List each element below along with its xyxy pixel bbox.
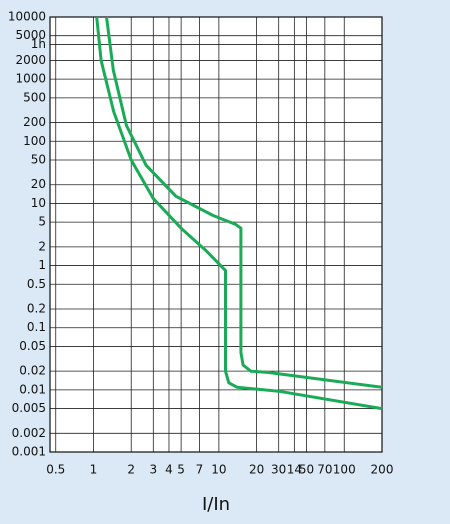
- y-tick-label: 50: [31, 152, 46, 166]
- x-tick-label: 30: [271, 463, 286, 477]
- y-tick-label: 0.01: [19, 382, 46, 396]
- y-tick-label: 1h: [31, 37, 46, 51]
- x-tick-label: 70: [317, 463, 332, 477]
- y-tick-label: 0.02: [19, 364, 46, 378]
- y-tick-label: 0.002: [12, 426, 46, 440]
- y-tick-label: 0.001: [12, 445, 46, 459]
- x-tick-label: 10: [211, 463, 226, 477]
- y-tick-label: 100: [23, 134, 46, 148]
- x-tick-label: 2: [127, 463, 135, 477]
- x-tick-label: 0.5: [46, 463, 65, 477]
- x-axis-title: I/In: [202, 494, 230, 515]
- y-tick-label: 20: [31, 177, 46, 191]
- y-tick-label: 10000: [8, 10, 46, 24]
- x-tick-label: 20: [249, 463, 264, 477]
- y-tick-label: 1: [38, 258, 46, 272]
- y-tick-label: 5000: [15, 28, 46, 42]
- x-tick-label: 50: [299, 463, 314, 477]
- x-tick-label: 5: [177, 463, 185, 477]
- x-tick-label: 1: [90, 463, 98, 477]
- y-tick-label: 0.05: [19, 339, 46, 353]
- x-tick-label: 4: [165, 463, 173, 477]
- x-tick-label: 14: [287, 463, 302, 477]
- x-tick-label: 3: [149, 463, 157, 477]
- x-tick-label: 7: [196, 463, 204, 477]
- plot-area: [50, 17, 382, 452]
- y-tick-label: 0.1: [27, 320, 46, 334]
- y-tick-label: 0.2: [27, 302, 46, 316]
- y-tick-label: 2000: [15, 53, 46, 67]
- y-tick-label: 0.005: [12, 401, 46, 415]
- y-tick-label: 5: [38, 215, 46, 229]
- y-tick-label: 1000: [15, 72, 46, 86]
- x-tick-label: 200: [371, 463, 394, 477]
- y-tick-label: 200: [23, 115, 46, 129]
- y-tick-label: 2: [38, 239, 46, 253]
- y-tick-label: 0.5: [27, 277, 46, 291]
- curve: [95, 16, 383, 411]
- curve: [105, 16, 383, 389]
- y-tick-label: 500: [23, 90, 46, 104]
- plot-border: [49, 16, 383, 453]
- x-tick-label: 100: [333, 463, 356, 477]
- y-tick-label: 10: [31, 196, 46, 210]
